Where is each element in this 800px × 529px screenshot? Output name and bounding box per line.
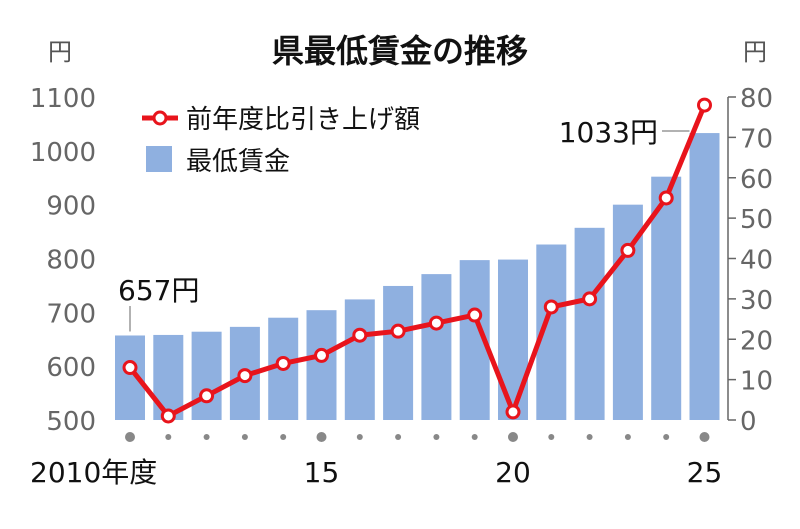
right-axis-unit: 円 [743,38,767,66]
left-tick-label: 900 [46,192,96,222]
legend-label-raise: 前年度比引き上げ額 [186,105,420,135]
raise-point-2020 [505,404,521,420]
left-tick-label: 800 [46,246,96,276]
bar-2018 [421,274,452,420]
x-tick-dot [280,434,287,440]
bar-2016 [344,299,375,420]
legend-line-marker [152,110,168,126]
raise-point-2017 [390,323,406,339]
bar-2017 [383,285,414,420]
x-tick-dot [624,434,631,440]
left-tick-label: 1000 [30,138,96,168]
x-tick-dot [508,432,518,442]
right-tick-label: 60 [740,165,773,195]
raise-point-2024 [658,190,674,206]
right-tick-label: 10 [740,367,773,397]
right-tick-label: 0 [740,407,757,437]
bar-2012 [191,331,222,420]
raise-point-2021 [543,299,559,315]
x-tick-dot [395,434,402,440]
legend: 前年度比引き上げ額 最低賃金 [142,105,420,177]
raise-point-2012 [199,388,215,404]
bar-2022 [574,227,605,420]
raise-point-2011 [160,408,176,424]
x-tick-dot [316,432,327,442]
bar-2020 [498,259,528,420]
bar-2011 [153,334,184,420]
x-tick-dot [125,432,135,442]
x-tick-dot [203,434,210,440]
x-tick-label: 15 [304,456,340,489]
right-tick-label: 70 [740,124,773,154]
right-tick-label: 80 [740,84,773,114]
right-tick-label: 40 [740,246,773,276]
right-tick-label: 20 [740,326,773,356]
left-axis-unit: 円 [48,38,72,66]
x-tick-label: 20 [495,456,531,489]
bar-2024 [651,176,682,420]
right-tick-label: 50 [740,205,773,235]
x-tick-label: 25 [687,456,723,489]
bar-2015 [306,310,337,420]
raise-point-2018 [428,315,444,331]
chart-title: 県最低賃金の推移 [272,32,528,70]
x-tick-label: 2010年度 [30,456,157,489]
legend-label-wage: 最低賃金 [186,147,290,177]
raise-point-2019 [467,307,483,323]
x-tick-dot [356,434,363,440]
raise-point-2025 [697,97,712,113]
raise-point-2022 [582,291,598,307]
left-tick-label: 600 [46,353,96,383]
x-tick-dot [471,434,478,440]
annotation-end-value: 1033円 [559,116,658,149]
x-tick-dot [663,434,670,440]
x-tick-dot [433,434,440,440]
x-tick-dot [586,434,593,440]
x-tick-dot [241,434,248,440]
x-tick-dot [548,434,555,440]
x-tick-dot [699,432,710,442]
raise-point-2013 [237,368,253,384]
raise-point-2015 [314,347,329,363]
annotation-start-value: 657円 [118,274,199,307]
left-tick-label: 700 [46,299,96,329]
bar-2025 [689,133,720,420]
raise-amount-line [128,104,707,419]
right-tick-label: 30 [740,286,773,316]
left-tick-label: 500 [46,407,96,437]
raise-point-2023 [620,242,636,258]
raise-point-2010 [122,360,138,376]
raise-point-2016 [352,327,368,343]
left-tick-label: 1100 [30,84,96,114]
legend-bar-swatch [146,146,172,172]
x-tick-dot [165,434,172,440]
raise-point-2014 [275,355,291,371]
